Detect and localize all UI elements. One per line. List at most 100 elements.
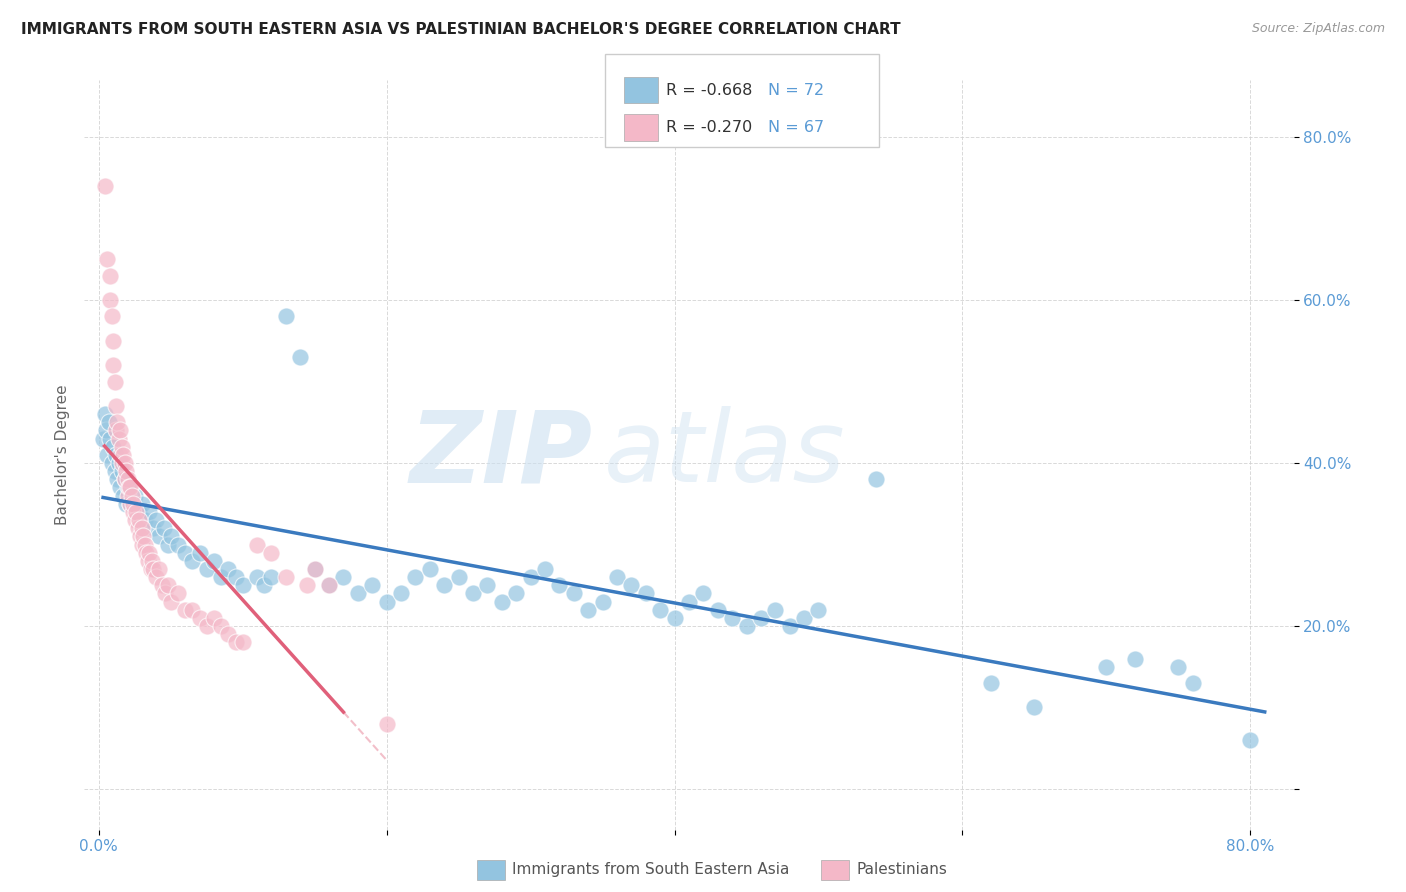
Point xyxy=(145,513,167,527)
Point xyxy=(592,594,614,608)
Point xyxy=(807,602,830,616)
Point xyxy=(120,497,142,511)
Point xyxy=(107,415,129,429)
Point xyxy=(692,586,714,600)
Point xyxy=(491,594,513,608)
Point xyxy=(117,489,139,503)
Point xyxy=(132,529,155,543)
Point xyxy=(304,562,326,576)
Point xyxy=(125,505,148,519)
Point xyxy=(100,456,122,470)
Point xyxy=(112,448,135,462)
Point xyxy=(134,537,156,551)
Point xyxy=(318,578,340,592)
Point xyxy=(253,578,276,592)
Text: ZIP: ZIP xyxy=(409,407,592,503)
Point xyxy=(104,464,127,478)
Point xyxy=(1181,676,1204,690)
Point xyxy=(260,570,283,584)
Text: N = 72: N = 72 xyxy=(768,83,824,97)
Point xyxy=(93,179,115,194)
Point xyxy=(101,334,124,348)
Point xyxy=(304,562,326,576)
Point xyxy=(347,586,370,600)
Point xyxy=(202,611,225,625)
Point xyxy=(110,481,132,495)
Point xyxy=(246,570,269,584)
Point xyxy=(1123,651,1146,665)
Point xyxy=(1024,700,1046,714)
Point xyxy=(153,586,176,600)
Point xyxy=(136,554,159,568)
Point xyxy=(562,586,585,600)
Point xyxy=(101,359,124,373)
Point xyxy=(606,570,628,584)
Point xyxy=(779,619,801,633)
Point xyxy=(167,537,190,551)
Point xyxy=(156,578,179,592)
Point xyxy=(181,554,204,568)
Point xyxy=(167,586,190,600)
Point xyxy=(1239,733,1261,747)
Point xyxy=(96,448,118,462)
Point xyxy=(290,350,312,364)
Point xyxy=(138,505,160,519)
Point xyxy=(120,481,142,495)
Point xyxy=(188,546,211,560)
Point xyxy=(128,513,150,527)
Point xyxy=(111,440,134,454)
Point xyxy=(246,537,269,551)
Point xyxy=(108,456,131,470)
Text: IMMIGRANTS FROM SOUTH EASTERN ASIA VS PALESTINIAN BACHELOR'S DEGREE CORRELATION : IMMIGRANTS FROM SOUTH EASTERN ASIA VS PA… xyxy=(21,22,901,37)
Point xyxy=(114,456,136,470)
Point xyxy=(749,611,772,625)
Point xyxy=(678,594,700,608)
Point xyxy=(318,578,340,592)
Point xyxy=(404,570,426,584)
Point xyxy=(209,570,232,584)
Point xyxy=(225,570,247,584)
Point xyxy=(112,489,135,503)
Point xyxy=(159,594,181,608)
Point xyxy=(232,578,254,592)
Point xyxy=(142,562,165,576)
Point xyxy=(1167,659,1189,673)
Point xyxy=(534,562,557,576)
Point xyxy=(120,497,142,511)
Point xyxy=(150,578,173,592)
Point xyxy=(131,497,153,511)
Point xyxy=(505,586,527,600)
Point xyxy=(100,310,122,324)
Point xyxy=(152,521,174,535)
Point xyxy=(122,497,145,511)
Point xyxy=(209,619,232,633)
Text: N = 67: N = 67 xyxy=(768,120,824,135)
Point xyxy=(105,448,128,462)
Point xyxy=(115,464,138,478)
Text: R = -0.270: R = -0.270 xyxy=(666,120,752,135)
Point xyxy=(461,586,484,600)
Point xyxy=(332,570,354,584)
Point xyxy=(721,611,744,625)
Point xyxy=(135,546,157,560)
Point xyxy=(980,676,1002,690)
Point xyxy=(139,562,162,576)
Point xyxy=(121,489,143,503)
Point xyxy=(114,472,136,486)
Point xyxy=(793,611,815,625)
Point xyxy=(94,424,117,438)
Point xyxy=(620,578,643,592)
Point xyxy=(114,472,136,486)
Point xyxy=(115,497,138,511)
Point xyxy=(576,602,599,616)
Point xyxy=(131,521,153,535)
Point xyxy=(664,611,686,625)
Point xyxy=(104,375,127,389)
Point xyxy=(118,481,141,495)
Point xyxy=(274,570,297,584)
Text: R = -0.668: R = -0.668 xyxy=(666,83,752,97)
Point xyxy=(361,578,384,592)
Point xyxy=(650,602,672,616)
Point xyxy=(706,602,728,616)
Point xyxy=(195,619,218,633)
